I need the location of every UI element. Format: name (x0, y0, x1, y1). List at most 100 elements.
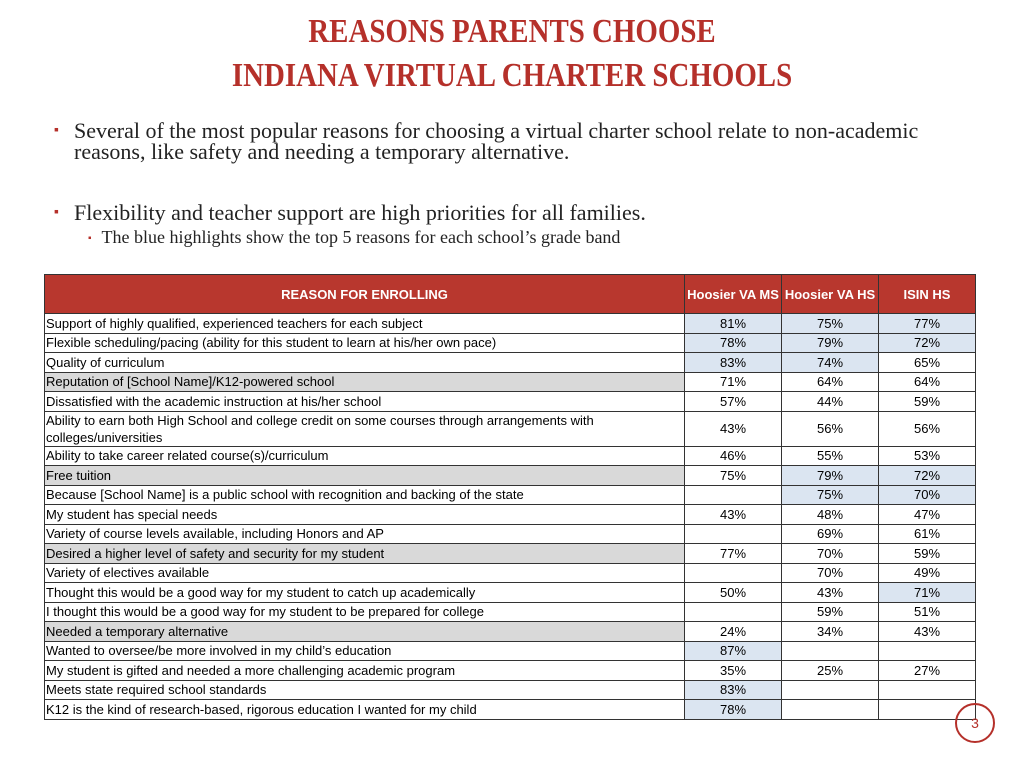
table-row: Meets state required school standards 83% (44, 679, 976, 700)
table-row: Variety of electives available 70% 49% (44, 562, 976, 583)
value-cell: 61% (878, 523, 976, 544)
value-cell: 75% (684, 465, 782, 486)
value-cell: 79% (781, 332, 879, 353)
reason-cell: Variety of electives available (44, 562, 685, 583)
table-row: Ability to take career related course(s)… (44, 445, 976, 466)
value-cell: 79% (781, 465, 879, 486)
value-cell: 70% (878, 484, 976, 505)
reason-cell: Ability to earn both High School and col… (44, 410, 685, 447)
bullet: ▪ Several of the most popular reasons for… (54, 118, 958, 164)
value-cell (684, 523, 782, 544)
value-cell: 71% (684, 371, 782, 392)
value-cell (781, 679, 879, 700)
table-row: Ability to earn both High School and col… (44, 410, 976, 447)
value-cell (878, 679, 976, 700)
value-cell: 83% (684, 352, 782, 373)
reason-cell: Flexible scheduling/pacing (ability for … (44, 332, 685, 353)
value-cell: 49% (878, 562, 976, 583)
table-row: Free tuition 75% 79% 72% (44, 465, 976, 486)
value-cell: 71% (878, 582, 976, 603)
sub-bullet: ▪ The blue highlights show the top 5 reas… (88, 227, 621, 247)
table-row: I thought this would be a good way for m… (44, 601, 976, 622)
table-row: Thought this would be a good way for my … (44, 582, 976, 603)
bullet-text: Several of the most popular reasons for … (74, 118, 919, 164)
value-cell (781, 640, 879, 661)
value-cell: 55% (781, 445, 879, 466)
reason-cell: Thought this would be a good way for my … (44, 582, 685, 603)
value-cell: 72% (878, 332, 976, 353)
table-row: Flexible scheduling/pacing (ability for … (44, 332, 976, 353)
value-cell: 77% (878, 313, 976, 334)
value-cell (781, 699, 879, 720)
value-cell (684, 601, 782, 622)
value-cell: 35% (684, 660, 782, 681)
value-cell: 59% (781, 601, 879, 622)
value-cell: 51% (878, 601, 976, 622)
table-row: Needed a temporary alternative 24% 34% 43% (44, 621, 976, 642)
value-cell: 64% (781, 371, 879, 392)
value-cell: 46% (684, 445, 782, 466)
reason-cell: Quality of curriculum (44, 352, 685, 373)
title: REASONS PARENTS CHOOSE INDIANA VIRTUAL CH… (77, 10, 947, 98)
column-header: ISIN HS (878, 274, 976, 314)
value-cell: 59% (878, 391, 976, 412)
value-cell: 69% (781, 523, 879, 544)
reason-cell: Needed a temporary alternative (44, 621, 685, 642)
value-cell (878, 640, 976, 661)
reason-cell: I thought this would be a good way for m… (44, 601, 685, 622)
reason-cell: My student has special needs (44, 504, 685, 525)
value-cell: 81% (684, 313, 782, 334)
table-row: Because [School Name] is a public school… (44, 484, 976, 505)
reason-cell: Dissatisfied with the academic instructi… (44, 391, 685, 412)
value-cell: 78% (684, 332, 782, 353)
value-cell: 75% (781, 484, 879, 505)
value-cell: 25% (781, 660, 879, 681)
value-cell: 70% (781, 562, 879, 583)
reason-cell: Because [School Name] is a public school… (44, 484, 685, 505)
value-cell: 53% (878, 445, 976, 466)
reason-cell: Variety of course levels available, incl… (44, 523, 685, 544)
value-cell: 87% (684, 640, 782, 661)
value-cell: 74% (781, 352, 879, 373)
value-cell: 64% (878, 371, 976, 392)
reason-cell: Desired a higher level of safety and sec… (44, 543, 685, 564)
value-cell: 59% (878, 543, 976, 564)
table-row: My student has special needs 43% 48% 47% (44, 504, 976, 525)
value-cell: 43% (684, 410, 782, 447)
value-cell: 56% (781, 410, 879, 447)
value-cell: 27% (878, 660, 976, 681)
value-cell: 43% (684, 504, 782, 525)
table-row: Support of highly qualified, experienced… (44, 313, 976, 334)
column-header: Hoosier VA MS (684, 274, 782, 314)
value-cell: 34% (781, 621, 879, 642)
table-row: Dissatisfied with the academic instructi… (44, 391, 976, 412)
sub-bullet-text: The blue highlights show the top 5 reaso… (101, 227, 621, 247)
table-row: K12 is the kind of research-based, rigor… (44, 699, 976, 720)
value-cell: 77% (684, 543, 782, 564)
bullet: ▪ Flexibility and teacher support are hig… (54, 200, 958, 225)
reasons-table: REASON FOR ENROLLING Hoosier VA MS Hoosier… (44, 274, 976, 720)
value-cell: 70% (781, 543, 879, 564)
value-cell: 83% (684, 679, 782, 700)
table-row: Wanted to oversee/be more involved in my… (44, 640, 976, 661)
value-cell (684, 562, 782, 583)
bullet-text: Flexibility and teacher support are high… (74, 200, 646, 225)
value-cell: 75% (781, 313, 879, 334)
value-cell: 43% (878, 621, 976, 642)
value-cell: 24% (684, 621, 782, 642)
value-cell: 47% (878, 504, 976, 525)
reason-cell: Support of highly qualified, experienced… (44, 313, 685, 334)
value-cell: 57% (684, 391, 782, 412)
reason-cell: Free tuition (44, 465, 685, 486)
value-cell: 78% (684, 699, 782, 720)
value-cell: 56% (878, 410, 976, 447)
column-header: Hoosier VA HS (781, 274, 879, 314)
table-row: Variety of course levels available, incl… (44, 523, 976, 544)
column-header: REASON FOR ENROLLING (44, 274, 685, 314)
value-cell: 65% (878, 352, 976, 373)
table-row: Quality of curriculum 83% 74% 65% (44, 352, 976, 373)
table-row: Desired a higher level of safety and sec… (44, 543, 976, 564)
title-line: INDIANA VIRTUAL CHARTER SCHOOLS (231, 57, 793, 94)
value-cell: 72% (878, 465, 976, 486)
